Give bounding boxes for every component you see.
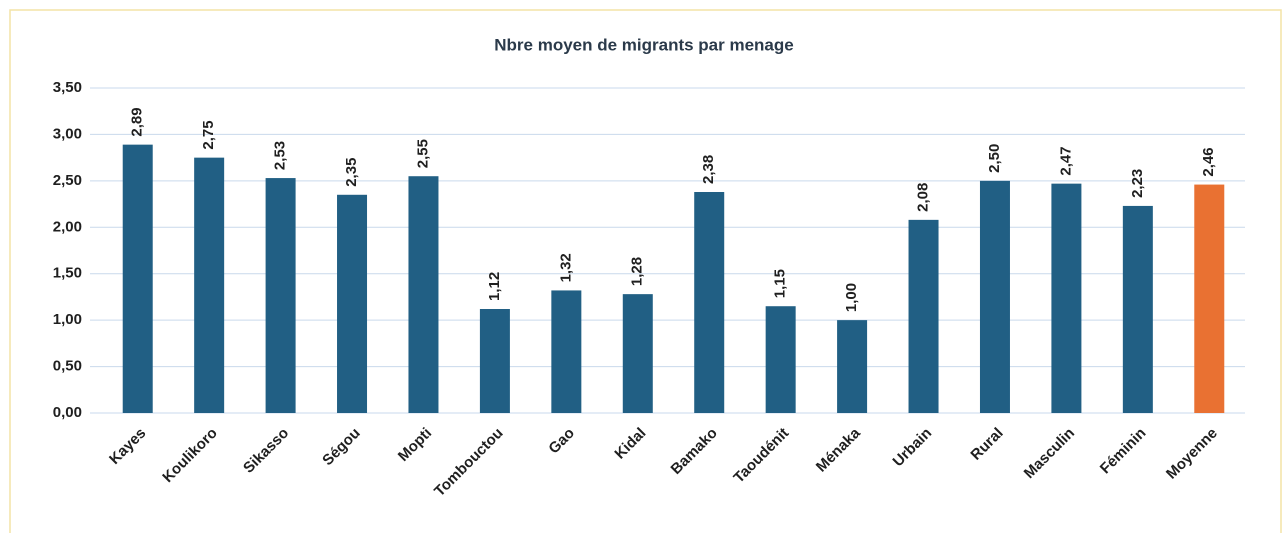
value-label: 2,89	[129, 107, 146, 136]
value-label: 1,28	[629, 257, 646, 286]
x-tick-label: Kidal	[611, 425, 649, 463]
x-tick-label: Gao	[545, 425, 578, 458]
x-tick-label: Féminin	[1097, 425, 1150, 478]
chart-title: Nbre moyen de migrants par menage	[494, 35, 793, 54]
bar	[337, 194, 368, 413]
bar	[979, 180, 1010, 413]
bar	[1194, 184, 1225, 413]
value-label: 2,38	[700, 155, 717, 184]
value-label: 1,32	[557, 253, 574, 282]
bar	[622, 294, 653, 413]
x-tick-label: Ségou	[319, 425, 363, 469]
x-tick-label: Bamako	[668, 425, 721, 478]
bar	[479, 309, 510, 413]
value-label: 1,00	[843, 283, 860, 312]
value-label: 2,08	[915, 183, 932, 212]
bar	[908, 219, 939, 413]
x-tick-label: Mopti	[395, 425, 435, 465]
y-tick-label: 1,50	[53, 265, 82, 282]
bar	[837, 320, 868, 413]
bar	[1051, 183, 1082, 413]
bar	[265, 178, 296, 413]
x-tick-label: Tombouctou	[431, 425, 506, 500]
value-label: 2,75	[200, 120, 217, 149]
y-tick-label: 0,00	[53, 404, 82, 421]
x-tick-label: Ménaka	[813, 424, 864, 475]
y-tick-label: 2,00	[53, 218, 82, 235]
bar	[408, 176, 439, 413]
value-label: 2,47	[1057, 146, 1074, 175]
bar	[551, 290, 582, 413]
y-tick-label: 1,00	[53, 311, 82, 328]
value-label: 2,55	[414, 139, 431, 168]
x-tick-label: Sikasso	[240, 425, 292, 477]
y-tick-label: 2,50	[53, 172, 82, 189]
bar	[122, 144, 153, 413]
y-tick-label: 0,50	[53, 358, 82, 375]
x-tick-label: Koulikoro	[159, 425, 221, 487]
x-tick-label: Kayes	[106, 425, 149, 468]
value-label: 1,12	[486, 272, 503, 301]
x-tick-label: Taoudénit	[730, 425, 792, 487]
value-label: 2,35	[343, 158, 360, 187]
x-tick-label: Rural	[967, 425, 1006, 464]
bar	[765, 306, 796, 413]
x-tick-label: Moyenne	[1163, 425, 1221, 483]
x-tick-label: Masculin	[1021, 425, 1078, 482]
x-tick-label: Urbain	[890, 425, 936, 471]
chart-frame	[9, 9, 1282, 533]
bar	[694, 192, 725, 413]
value-label: 2,46	[1200, 147, 1217, 176]
y-tick-label: 3,50	[53, 79, 82, 96]
y-tick-label: 3,00	[53, 125, 82, 142]
value-label: 2,53	[272, 141, 289, 170]
bar	[194, 157, 225, 413]
value-label: 1,15	[772, 269, 789, 298]
bar	[1122, 205, 1153, 413]
value-label: 2,23	[1129, 169, 1146, 198]
value-label: 2,50	[986, 144, 1003, 173]
